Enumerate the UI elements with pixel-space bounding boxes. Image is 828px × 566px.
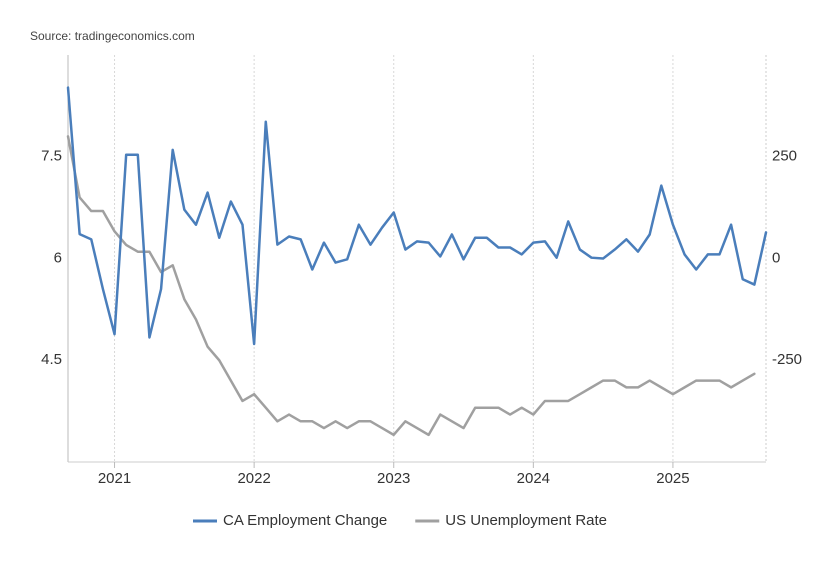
x-tick-label: 2021 (98, 470, 131, 487)
x-tick-label: 2025 (656, 470, 689, 487)
y-tick-label: 7.5 (41, 148, 62, 165)
y-tick-label: 4.5 (41, 351, 62, 368)
x-tick-label: 2024 (517, 470, 550, 487)
y-tick-label: 6 (54, 249, 62, 266)
y2-tick-label: 0 (772, 249, 780, 266)
y2-tick-label: -250 (772, 351, 802, 368)
series-line (66, 135, 756, 437)
legend-label: CA Employment Change (223, 512, 387, 529)
x-tick-label: 2022 (237, 470, 270, 487)
series-line (66, 86, 768, 346)
legend-label: US Unemployment Rate (445, 512, 607, 529)
x-tick-label: 2023 (377, 470, 410, 487)
source: Source: tradingeconomics.com (30, 29, 195, 43)
y2-tick-label: 250 (772, 148, 797, 165)
